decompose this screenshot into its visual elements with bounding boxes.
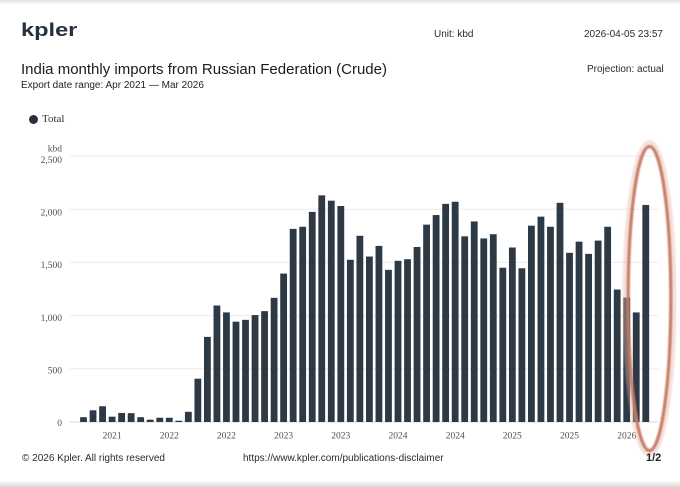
svg-text:2024: 2024	[446, 432, 465, 442]
svg-text:2021: 2021	[103, 432, 122, 442]
svg-text:2026: 2026	[617, 432, 636, 442]
svg-text:2,000: 2,000	[41, 209, 63, 219]
svg-text:kbd: kbd	[48, 145, 63, 155]
svg-text:2022: 2022	[217, 432, 236, 442]
svg-text:2022: 2022	[160, 432, 179, 442]
svg-text:2023: 2023	[274, 432, 293, 442]
svg-text:1,000: 1,000	[41, 314, 63, 324]
svg-text:2025: 2025	[560, 432, 579, 442]
svg-text:2,500: 2,500	[41, 156, 63, 166]
svg-text:2024: 2024	[389, 432, 408, 442]
svg-text:500: 500	[48, 367, 63, 377]
svg-text:2025: 2025	[503, 432, 522, 442]
svg-text:0: 0	[57, 419, 62, 429]
svg-text:1,500: 1,500	[41, 261, 63, 271]
svg-text:2023: 2023	[331, 432, 350, 442]
